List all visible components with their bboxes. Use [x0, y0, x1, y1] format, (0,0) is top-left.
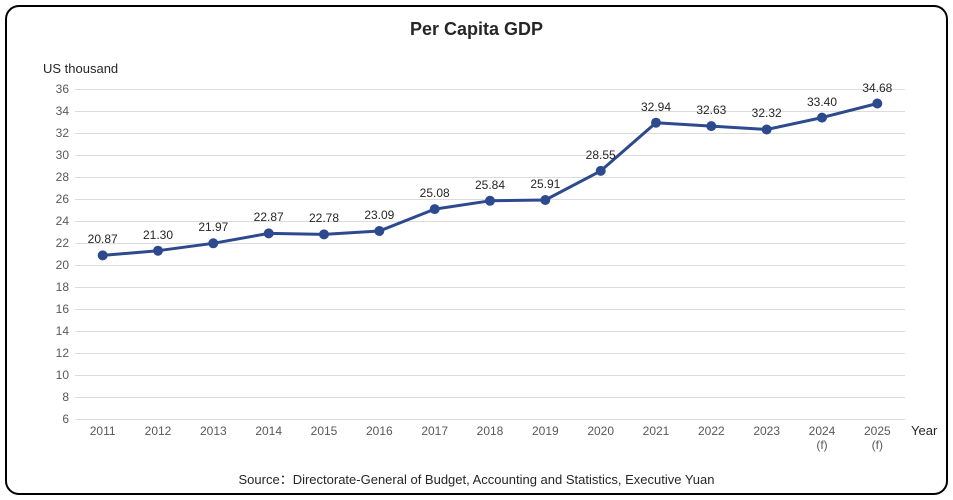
data-label: 32.63 — [686, 103, 736, 117]
x-tick-label: 2015 — [296, 425, 351, 439]
x-tick-label: 2018 — [462, 425, 517, 439]
data-label: 25.91 — [520, 177, 570, 191]
y-tick-label: 34 — [41, 104, 69, 118]
series-marker — [651, 118, 661, 128]
gridline — [75, 419, 905, 420]
series-marker — [374, 226, 384, 236]
x-tick-label: 2021 — [628, 425, 683, 439]
series-marker — [817, 113, 827, 123]
plot-area: 6810121416182022242628303234362011201220… — [75, 89, 905, 419]
x-tick-label: 2011 — [75, 425, 130, 439]
y-tick-label: 6 — [41, 412, 69, 426]
series-marker — [540, 195, 550, 205]
series-marker — [208, 238, 218, 248]
y-tick-label: 26 — [41, 192, 69, 206]
y-tick-label: 18 — [41, 280, 69, 294]
chart-frame: Per Capita GDP US thousand Year 68101214… — [5, 5, 948, 495]
series-marker — [596, 166, 606, 176]
data-label: 32.94 — [631, 100, 681, 114]
x-tick-label: 2019 — [518, 425, 573, 439]
x-tick-label: 2014 — [241, 425, 296, 439]
series-marker — [430, 204, 440, 214]
series-marker — [319, 229, 329, 239]
x-tick-label: 2012 — [130, 425, 185, 439]
data-label: 23.09 — [354, 208, 404, 222]
x-tick-label: 2013 — [186, 425, 241, 439]
data-label: 20.87 — [78, 232, 128, 246]
data-label: 21.97 — [188, 220, 238, 234]
y-tick-label: 28 — [41, 170, 69, 184]
line-series — [75, 89, 905, 419]
data-label: 22.87 — [244, 210, 294, 224]
y-tick-label: 8 — [41, 390, 69, 404]
series-marker — [706, 121, 716, 131]
source-caption: Source：Directorate-General of Budget, Ac… — [7, 469, 946, 488]
data-label: 25.84 — [465, 178, 515, 192]
series-marker — [264, 228, 274, 238]
data-label: 32.32 — [742, 106, 792, 120]
y-tick-label: 12 — [41, 346, 69, 360]
y-axis-unit-label: US thousand — [43, 61, 118, 76]
data-label: 22.78 — [299, 211, 349, 225]
series-marker — [485, 196, 495, 206]
x-tick-label: 2022 — [684, 425, 739, 439]
y-tick-label: 24 — [41, 214, 69, 228]
x-tick-label: 2017 — [407, 425, 462, 439]
y-tick-label: 20 — [41, 258, 69, 272]
x-tick-label: 2020 — [573, 425, 628, 439]
x-tick-label: 2025 (f) — [850, 425, 905, 453]
x-tick-label: 2016 — [352, 425, 407, 439]
x-tick-label: 2024 (f) — [794, 425, 849, 453]
series-marker — [153, 246, 163, 256]
data-label: 33.40 — [797, 95, 847, 109]
chart-title: Per Capita GDP — [7, 19, 946, 40]
y-tick-label: 36 — [41, 82, 69, 96]
y-tick-label: 10 — [41, 368, 69, 382]
data-label: 28.55 — [576, 148, 626, 162]
x-axis-title: Year — [911, 423, 937, 438]
y-tick-label: 30 — [41, 148, 69, 162]
data-label: 21.30 — [133, 228, 183, 242]
series-marker — [98, 250, 108, 260]
series-marker — [872, 99, 882, 109]
data-label: 34.68 — [852, 81, 902, 95]
series-marker — [762, 125, 772, 135]
y-tick-label: 14 — [41, 324, 69, 338]
x-tick-label: 2023 — [739, 425, 794, 439]
y-tick-label: 22 — [41, 236, 69, 250]
y-tick-label: 32 — [41, 126, 69, 140]
y-tick-label: 16 — [41, 302, 69, 316]
data-label: 25.08 — [410, 186, 460, 200]
